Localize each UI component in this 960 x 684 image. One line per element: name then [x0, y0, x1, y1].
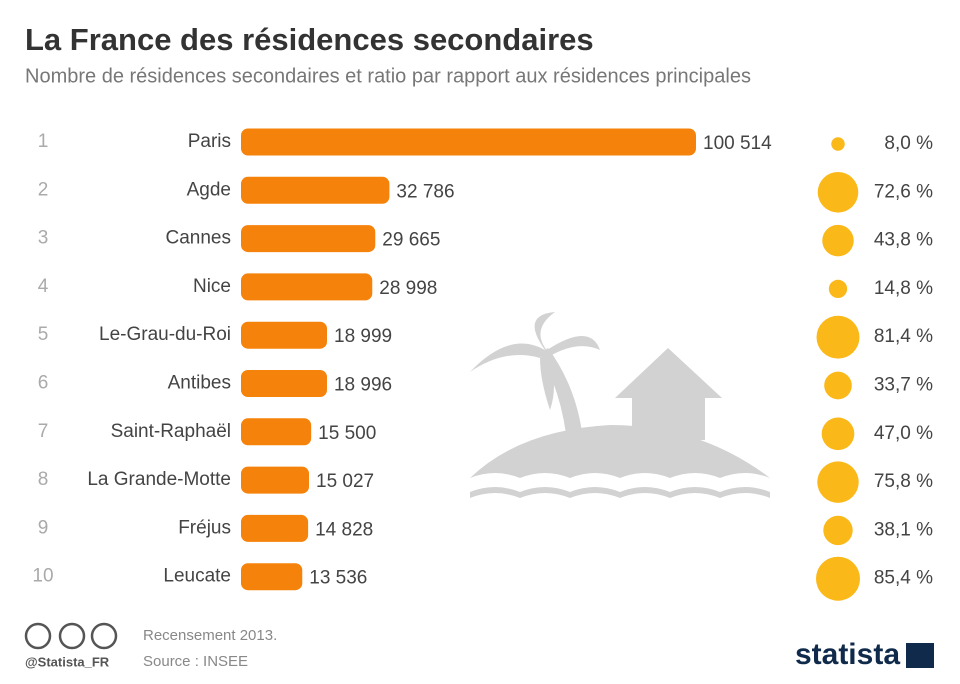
value-label: 100 514 — [703, 133, 772, 154]
handle: @Statista_FR — [25, 654, 110, 669]
value-label: 15 500 — [318, 423, 376, 444]
ratio-bubble — [816, 556, 860, 601]
ratio-label: 14,8 % — [874, 278, 933, 299]
rank: 6 — [38, 373, 49, 394]
rank: 7 — [38, 421, 49, 442]
rank: 4 — [38, 276, 49, 297]
value-label: 18 999 — [334, 326, 392, 347]
rank: 5 — [38, 324, 49, 345]
brand-logo: statista — [795, 638, 900, 671]
value-label: 13 536 — [309, 568, 367, 589]
category-label: Agde — [187, 179, 231, 200]
ratio-bubble — [821, 417, 855, 451]
source: Source : INSEE — [143, 653, 248, 670]
nd-icon — [90, 622, 118, 650]
ratio-bubble — [823, 515, 853, 546]
ratio-bubble — [824, 371, 852, 400]
ratio-label: 72,6 % — [874, 181, 933, 202]
ratio-label: 8,0 % — [884, 133, 933, 154]
bar — [241, 176, 390, 204]
house — [615, 348, 722, 440]
value-label: 15 027 — [316, 471, 374, 492]
palm-leaves — [470, 312, 600, 410]
rank: 2 — [38, 179, 49, 200]
category-label: Cannes — [166, 228, 232, 249]
category-label: Antibes — [168, 373, 231, 394]
ratio-bubble — [822, 224, 854, 257]
rank: 9 — [38, 517, 49, 538]
category-label: Saint-Raphaël — [111, 421, 231, 442]
category-label: Leucate — [163, 566, 231, 587]
chart-title: La France des résidences secondaires — [25, 22, 594, 57]
ratio-bubble — [817, 172, 859, 213]
value-label: 14 828 — [315, 519, 373, 540]
rank: 10 — [32, 566, 53, 587]
rank: 3 — [38, 228, 49, 249]
bar — [241, 273, 373, 301]
cc-icon — [24, 622, 52, 650]
category-label: La Grande-Motte — [87, 469, 231, 490]
ratio-label: 81,4 % — [874, 326, 933, 347]
brand-icon — [906, 643, 934, 668]
ratio-bubble — [817, 461, 859, 503]
island — [470, 425, 770, 478]
ratio-bubble — [816, 315, 860, 359]
footer: @Statista_FR Recensement 2013. Source : … — [24, 622, 934, 671]
category-label: Le-Grau-du-Roi — [99, 324, 231, 345]
ratio-bubble — [831, 137, 845, 151]
bar — [241, 466, 310, 494]
bar — [241, 418, 312, 446]
ratio-label: 85,4 % — [874, 568, 933, 589]
island-illustration — [470, 312, 770, 498]
note: Recensement 2013. — [143, 627, 277, 644]
bar — [241, 370, 327, 397]
value-label: 18 996 — [334, 375, 392, 396]
ratio-label: 47,0 % — [874, 423, 933, 444]
bar — [241, 128, 696, 156]
ratio-label: 43,8 % — [874, 230, 933, 251]
bar — [241, 321, 328, 349]
bar — [241, 563, 303, 591]
value-label: 32 786 — [396, 181, 454, 202]
rank: 1 — [38, 131, 49, 152]
chart-subtitle: Nombre de résidences secondaires et rati… — [25, 65, 751, 87]
value-label: 29 665 — [382, 230, 440, 251]
ratio-label: 38,1 % — [874, 519, 933, 540]
rank: 8 — [38, 469, 49, 490]
value-label: 28 998 — [379, 278, 437, 299]
category-label: Paris — [188, 131, 231, 152]
bar — [241, 225, 376, 253]
wave — [470, 487, 770, 498]
by-icon — [58, 622, 86, 650]
ratio-bubble — [828, 279, 848, 299]
category-label: Fréjus — [178, 517, 231, 538]
category-label: Nice — [193, 276, 231, 297]
ratio-label: 75,8 % — [874, 471, 933, 492]
bar — [241, 514, 309, 542]
ratio-label: 33,7 % — [874, 375, 933, 396]
